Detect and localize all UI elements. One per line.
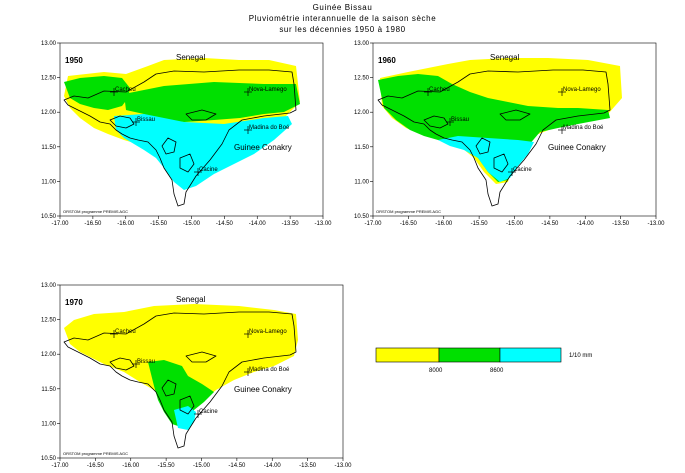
x-tick-label: -17.00 — [364, 221, 382, 227]
place-guinee: Guinee Conakry — [234, 385, 292, 394]
y-tick-label: 11.00 — [41, 421, 56, 427]
map-1960 — [372, 42, 657, 217]
place-nova: Nova-Lamego — [249, 87, 287, 93]
place-cacine: Cacine — [199, 409, 218, 415]
y-tick-label: 12.50 — [41, 76, 57, 82]
y-tick-label: 13.00 — [354, 41, 370, 47]
y-tick-label: 10.50 — [41, 214, 57, 220]
y-tick-label: 12.50 — [354, 76, 370, 82]
map-annotations-1950: -17.00 -16.50 -16.00 -15.50 -15.00 -14.50 -14.… — [41, 41, 332, 227]
x-tick-label: -16.00 — [122, 463, 140, 469]
x-tick-label: -17.00 — [51, 463, 69, 469]
x-tick-label: -17.00 — [51, 221, 69, 227]
y-tick-label: 13.00 — [41, 41, 57, 47]
x-tick-label: -15.50 — [158, 463, 176, 469]
y-tick-label: 12.50 — [41, 318, 57, 324]
x-tick-label: -14.00 — [577, 221, 595, 227]
y-tick-label: 11.50 — [354, 145, 369, 151]
x-tick-label: -14.50 — [541, 221, 559, 227]
legend-unit: 1/10 mm — [569, 353, 592, 359]
decade-label: 1950 — [65, 56, 83, 65]
decade-label: 1960 — [378, 56, 396, 65]
place-cacheu: Cacheu — [115, 87, 136, 93]
legend-swatch-yellow — [375, 347, 440, 363]
x-tick-label: -13.50 — [299, 463, 317, 469]
place-bissau: Bissau — [137, 117, 155, 123]
legend-swatch-green — [438, 347, 501, 363]
y-tick-label: 11.50 — [41, 387, 56, 393]
legend-swatch-cyan — [499, 347, 562, 363]
legend-threshold-2: 8600 — [490, 368, 504, 374]
x-tick-label: -14.50 — [228, 463, 246, 469]
y-tick-label: 11.00 — [41, 179, 56, 185]
x-tick-label: -15.00 — [506, 221, 524, 227]
x-tick-label: -16.50 — [84, 221, 102, 227]
place-bissau: Bissau — [137, 359, 155, 365]
x-tick-label: -13.50 — [282, 221, 300, 227]
place-madina: Madina do Boé — [249, 367, 290, 373]
place-madina: Madina do Boé — [563, 125, 604, 131]
y-tick-label: 12.00 — [354, 110, 370, 116]
place-nova: Nova-Lamego — [249, 329, 287, 335]
y-tick-label: 13.00 — [41, 283, 57, 289]
x-tick-label: -14.00 — [249, 221, 267, 227]
x-tick-label: -16.00 — [117, 221, 135, 227]
y-tick-label: 10.50 — [354, 214, 370, 220]
place-senegal: Senegal — [176, 53, 206, 62]
place-senegal: Senegal — [176, 295, 206, 304]
x-tick-label: -16.00 — [435, 221, 453, 227]
x-tick-label: -16.50 — [400, 221, 418, 227]
y-tick-label: 11.00 — [354, 179, 369, 185]
place-guinee: Guinee Conakry — [548, 143, 606, 152]
x-tick-label: -13.00 — [647, 221, 665, 227]
x-tick-label: -16.50 — [87, 463, 105, 469]
zone-cyan — [174, 406, 196, 430]
y-tick-label: 11.50 — [41, 145, 56, 151]
place-bissau: Bissau — [451, 117, 469, 123]
legend: 1/10 mm 8000 8600 — [375, 347, 592, 374]
zone-green-east — [124, 82, 300, 122]
place-nova: Nova-Lamego — [563, 87, 601, 93]
x-tick-label: -15.50 — [471, 221, 489, 227]
place-cacine: Cacine — [513, 167, 532, 173]
x-tick-label: -13.50 — [612, 221, 630, 227]
place-madina: Madina do Boé — [249, 125, 290, 131]
map-annotations-1960: -17.00 -16.50 -16.00 -15.50 -15.00 -14.50 -14.… — [354, 41, 665, 227]
place-cacine: Cacine — [199, 167, 218, 173]
map-1950 — [59, 42, 324, 217]
map-1970 — [59, 284, 344, 459]
zone-yellow — [64, 304, 298, 410]
credit-label: ORSTOM programme PREMIS AGC — [376, 209, 441, 214]
x-tick-label: -13.00 — [334, 463, 352, 469]
x-tick-label: -14.50 — [216, 221, 234, 227]
place-senegal: Senegal — [490, 53, 520, 62]
y-tick-label: 10.50 — [41, 456, 57, 462]
title-subject: Pluviométrie interannuelle de la saison … — [248, 14, 437, 23]
zone-green — [378, 74, 610, 182]
x-tick-label: -15.00 — [183, 221, 201, 227]
decade-label: 1970 — [65, 298, 83, 307]
zone-cyan — [114, 114, 292, 190]
zone-cyan — [438, 136, 534, 182]
x-tick-label: -15.50 — [150, 221, 168, 227]
x-tick-label: -14.00 — [264, 463, 282, 469]
place-cacheu: Cacheu — [115, 329, 136, 335]
credit-label: ORSTOM programme PREMIS AGC — [63, 209, 128, 214]
x-tick-label: -13.00 — [314, 221, 332, 227]
y-tick-label: 12.00 — [41, 110, 57, 116]
zone-green-west — [64, 76, 130, 110]
title-country: Guinée Bissau — [312, 3, 373, 12]
place-cacheu: Cacheu — [429, 87, 450, 93]
place-guinee: Guinee Conakry — [234, 143, 292, 152]
title-period: sur les décennies 1950 à 1980 — [279, 25, 406, 34]
credit-label: ORSTOM programme PREMIS AGC — [63, 451, 128, 456]
x-tick-label: -15.00 — [193, 463, 211, 469]
y-tick-label: 12.00 — [41, 352, 57, 358]
map-annotations-1970: -17.00 -16.50 -16.00 -15.50 -15.00 -14.50 -14.… — [41, 283, 352, 469]
legend-threshold-1: 8000 — [429, 368, 443, 374]
